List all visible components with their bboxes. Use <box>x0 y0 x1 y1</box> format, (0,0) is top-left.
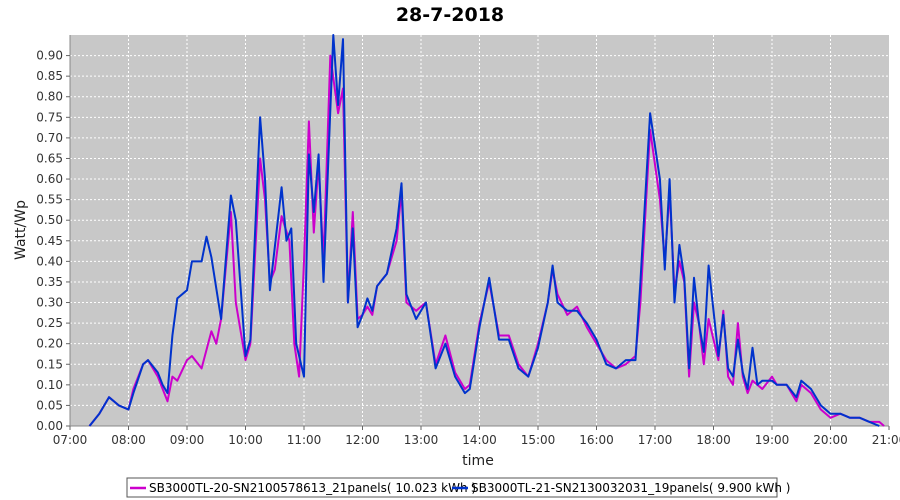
x-tick-label: 16:00 <box>579 433 614 447</box>
y-tick-label: 0.85 <box>36 69 63 83</box>
x-tick-label: 13:00 <box>404 433 439 447</box>
x-tick-label: 07:00 <box>53 433 88 447</box>
x-tick-label: 14:00 <box>462 433 497 447</box>
y-tick-label: 0.60 <box>36 172 63 186</box>
legend-label-series-1: SB3000TL-20-SN2100578613_21panels( 10.02… <box>149 481 476 495</box>
series-lines <box>88 34 885 427</box>
y-tick-label: 0.80 <box>36 90 63 104</box>
y-tick-label: 0.10 <box>36 378 63 392</box>
y-tick-label: 0.15 <box>36 357 63 371</box>
x-tick-label: 18:00 <box>696 433 731 447</box>
chart-title: 28-7-2018 <box>396 4 504 26</box>
y-tick-label: 0.25 <box>36 316 63 330</box>
x-tick-label: 09:00 <box>170 433 205 447</box>
x-axis-ticks: 07:00 08:00 09:00 10:00 11:00 12:00 13:00 14:00… <box>53 426 900 447</box>
y-tick-label: 0.45 <box>36 234 63 248</box>
x-tick-label: 21:00 <box>872 433 900 447</box>
x-tick-label: 10:00 <box>228 433 263 447</box>
x-tick-label: 11:00 <box>287 433 322 447</box>
x-tick-label: 17:00 <box>638 433 673 447</box>
y-tick-label: 0.30 <box>36 296 63 310</box>
y-tick-label: 0.55 <box>36 193 63 207</box>
y-tick-label: 0.70 <box>36 131 63 145</box>
y-tick-label: 0.65 <box>36 151 63 165</box>
y-tick-label: 0.05 <box>36 398 63 412</box>
y-axis-label: Watt/Wp <box>13 200 29 260</box>
x-tick-label: 20:00 <box>813 433 848 447</box>
x-tick-label: 19:00 <box>755 433 790 447</box>
y-axis-ticks: 0.00 0.05 0.10 0.15 0.20 0.25 0.30 0.35 0.40 0.45… <box>36 49 70 433</box>
series-line-2 <box>88 34 880 427</box>
y-tick-label: 0.75 <box>36 110 63 124</box>
x-tick-label: 12:00 <box>345 433 380 447</box>
y-tick-label: 0.50 <box>36 213 63 227</box>
y-tick-label: 0.00 <box>36 419 63 433</box>
y-tick-label: 0.20 <box>36 337 63 351</box>
y-tick-label: 0.90 <box>36 49 63 63</box>
legend: SB3000TL-20-SN2100578613_21panels( 10.02… <box>126 477 790 498</box>
legend-label-series-2: SB3000TL-21-SN2130032031_19panels( 9.900… <box>471 481 790 495</box>
x-tick-label: 15:00 <box>521 433 556 447</box>
x-tick-label: 08:00 <box>111 433 146 447</box>
y-tick-label: 0.35 <box>36 275 63 289</box>
y-tick-label: 0.40 <box>36 254 63 268</box>
x-axis-label: time <box>462 453 494 469</box>
